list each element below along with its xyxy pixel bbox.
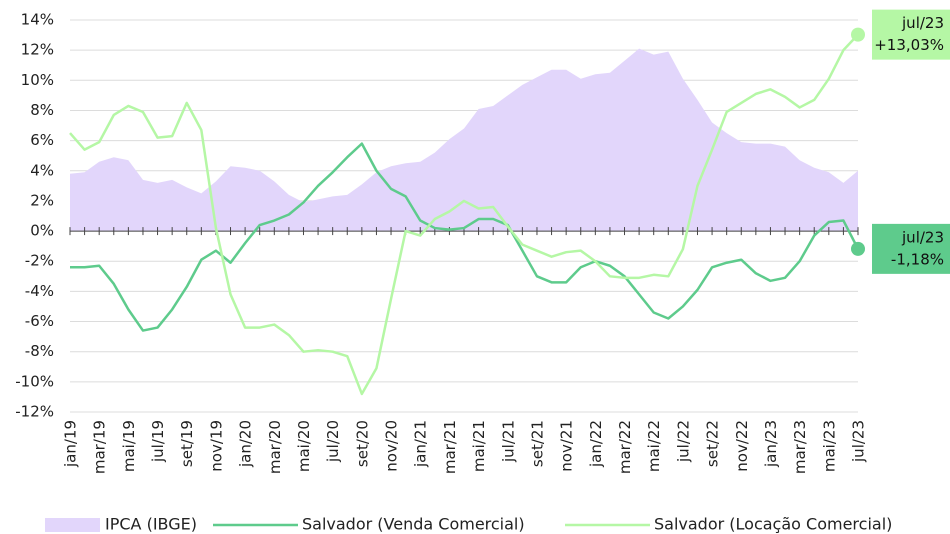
y-tick-label: -10% bbox=[15, 372, 54, 390]
y-tick-label: 8% bbox=[30, 101, 54, 119]
x-tick-label: jul/21 bbox=[499, 420, 517, 463]
legend-swatch bbox=[45, 518, 100, 532]
x-tick-label: mar/21 bbox=[441, 420, 459, 474]
x-tick-label: nov/22 bbox=[733, 420, 751, 472]
x-tick-label: mar/22 bbox=[616, 420, 634, 474]
legend-label: Salvador (Locação Comercial) bbox=[654, 515, 892, 534]
y-tick-label: 6% bbox=[30, 131, 54, 149]
x-tick-label: mar/23 bbox=[791, 420, 809, 474]
x-tick-label: jan/21 bbox=[412, 420, 430, 468]
x-tick-label: mai/21 bbox=[470, 420, 488, 472]
x-tick-label: jul/23 bbox=[850, 420, 868, 463]
line bbox=[69, 33, 859, 396]
y-tick-label: -12% bbox=[15, 403, 54, 421]
y-tick-label: 14% bbox=[21, 11, 54, 29]
annotation-box bbox=[872, 223, 950, 274]
x-tick-label: mai/23 bbox=[820, 420, 838, 472]
x-tick-label: set/21 bbox=[528, 420, 546, 467]
y-tick-label: 2% bbox=[30, 191, 54, 209]
x-tick-label: jan/20 bbox=[237, 420, 255, 468]
x-tick-label: mai/20 bbox=[295, 420, 313, 472]
x-tick-label: jul/22 bbox=[674, 420, 692, 463]
x-tick-label: set/20 bbox=[353, 420, 371, 467]
x-tick-label: nov/19 bbox=[207, 420, 225, 472]
annotation-text: jul/23 bbox=[901, 228, 944, 246]
annotation-text: -1,18% bbox=[891, 250, 944, 268]
legend-label: IPCA (IBGE) bbox=[105, 515, 197, 534]
annotation-text: +13,03% bbox=[874, 36, 944, 54]
y-tick-label: 12% bbox=[21, 41, 54, 59]
y-tick-label: -8% bbox=[25, 342, 54, 360]
end-point bbox=[851, 241, 865, 256]
y-tick-label: 0% bbox=[30, 222, 54, 240]
x-tick-label: jul/20 bbox=[324, 420, 342, 463]
y-tick-label: -6% bbox=[25, 312, 54, 330]
x-tick-label: jan/23 bbox=[762, 420, 780, 468]
x-tick-label: mar/20 bbox=[266, 420, 284, 474]
x-tick-label: nov/20 bbox=[383, 420, 401, 472]
y-tick-label: -2% bbox=[25, 252, 54, 270]
x-tick-label: mai/22 bbox=[645, 420, 663, 472]
x-tick-label: jul/19 bbox=[149, 420, 167, 463]
y-tick-label: 10% bbox=[21, 71, 54, 89]
x-tick-label: mar/19 bbox=[91, 420, 109, 474]
legend-label: Salvador (Venda Comercial) bbox=[302, 515, 525, 534]
annotation-text: jul/23 bbox=[901, 14, 944, 32]
end-point bbox=[851, 27, 865, 42]
x-tick-label: set/22 bbox=[704, 420, 722, 467]
x-tick-label: nov/21 bbox=[558, 420, 576, 472]
x-tick-label: jan/19 bbox=[62, 420, 80, 468]
x-tick-label: mai/19 bbox=[120, 420, 138, 472]
area bbox=[70, 48, 858, 232]
x-tick-label: set/19 bbox=[178, 420, 196, 467]
y-tick-label: 4% bbox=[30, 161, 54, 179]
x-tick-label: jan/22 bbox=[587, 420, 605, 468]
annotation-box bbox=[872, 9, 950, 60]
y-tick-label: -4% bbox=[25, 282, 54, 300]
line bbox=[70, 142, 860, 332]
